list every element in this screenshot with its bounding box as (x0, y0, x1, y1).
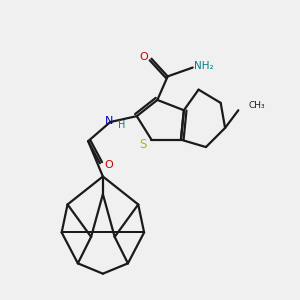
Text: O: O (140, 52, 148, 62)
Text: S: S (140, 138, 147, 151)
Text: O: O (104, 160, 113, 170)
Text: H: H (118, 120, 125, 130)
Text: CH₃: CH₃ (249, 101, 265, 110)
Text: N: N (105, 116, 113, 126)
Text: NH₂: NH₂ (194, 61, 214, 71)
